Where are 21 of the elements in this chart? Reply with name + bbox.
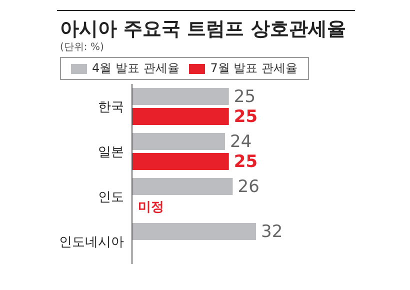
bar: [132, 153, 229, 170]
y-tick-label: 일본: [98, 145, 124, 160]
bar: [132, 223, 256, 240]
bar: [132, 108, 229, 125]
data-label: 25: [234, 87, 256, 108]
y-tick-label: 인도네시아: [59, 235, 124, 250]
data-label: 26: [238, 177, 260, 198]
legend-label: 4월 발표 관세율: [92, 60, 180, 77]
chart-subtitle: (단위: %): [60, 41, 105, 55]
text: 미정: [138, 200, 164, 216]
data-label: 32: [261, 222, 283, 242]
data-label: 24: [230, 132, 252, 152]
bar: [132, 178, 233, 195]
y-tick-label: 한국: [98, 100, 124, 116]
bar: [132, 133, 225, 150]
chart-title: 아시아 주요국 트럼프 상호관세율: [60, 17, 347, 41]
data-label: 25: [234, 107, 258, 128]
data-label: 25: [234, 152, 258, 172]
y-tick-label: 인도: [98, 190, 124, 206]
bar: [132, 88, 229, 105]
legend-label: 7월 발표 관세율: [210, 60, 298, 77]
